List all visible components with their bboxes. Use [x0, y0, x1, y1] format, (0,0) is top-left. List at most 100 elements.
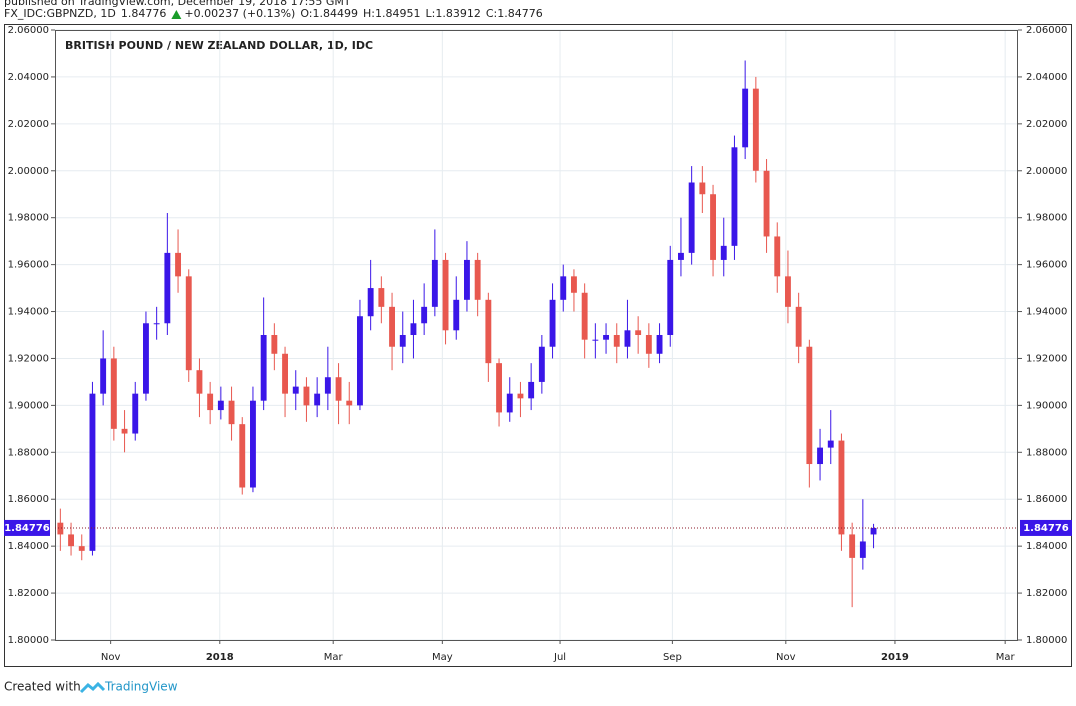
candle-body	[763, 170, 770, 237]
y-tick-label: 1.98000	[8, 213, 49, 224]
y-tick-label: 2.02000	[8, 119, 49, 130]
candle-body	[538, 346, 545, 382]
y-tick-label: 2.06000	[8, 25, 49, 36]
candle-body	[464, 259, 470, 300]
candle-body	[474, 259, 481, 300]
candle-body	[613, 335, 620, 347]
y-tick-label: 1.84000	[8, 541, 49, 552]
candle-body	[752, 88, 759, 171]
y-tick-label: 2.02000	[1026, 119, 1067, 130]
candle-body	[720, 245, 727, 260]
candle-body	[549, 299, 556, 347]
candle-body	[795, 306, 802, 347]
candle-body	[699, 182, 706, 195]
published-note: published on TradingView.com, December 1…	[4, 0, 351, 8]
candle-body	[207, 393, 214, 411]
y-tick-label: 2.00000	[1026, 166, 1067, 177]
candle-body	[431, 259, 438, 307]
y-tick-label: 1.86000	[8, 494, 49, 505]
footer: Created with	[4, 680, 81, 694]
candle-body	[453, 299, 460, 331]
candle-body	[399, 335, 406, 347]
x-tick-label: Jul	[553, 652, 566, 663]
y-tick-label: 1.92000	[8, 353, 49, 364]
y-tick-label: 1.90000	[8, 400, 49, 411]
candle-body	[282, 353, 288, 394]
candle-body	[250, 400, 256, 488]
candle-body	[314, 393, 321, 406]
candle-body	[143, 323, 149, 394]
ohlc-label: L:	[425, 7, 435, 20]
y-tick-label: 1.88000	[1026, 447, 1067, 458]
candle-body	[378, 288, 385, 307]
candle-body	[410, 323, 417, 335]
y-tick-label: 1.88000	[8, 447, 49, 458]
y-tick-label: 2.04000	[1026, 72, 1067, 83]
last-price: 1.84776	[121, 7, 167, 20]
candle-body	[774, 236, 781, 277]
y-tick-label: 2.04000	[8, 72, 49, 83]
candle-body	[324, 377, 331, 394]
candle-body	[335, 377, 342, 401]
candle-body	[132, 393, 139, 434]
x-tick-label: 2019	[881, 652, 909, 663]
candle-body	[346, 400, 353, 406]
up-arrow	[171, 10, 182, 19]
y-tick-label: 2.00000	[8, 166, 49, 177]
candle-body	[742, 88, 749, 148]
candle-body	[656, 335, 663, 354]
candle-body	[849, 534, 856, 558]
price-tag	[4, 519, 50, 536]
candle-body	[185, 276, 192, 371]
y-tick-label: 1.90000	[1026, 400, 1067, 411]
candle-body	[57, 522, 64, 535]
ohlc-label: C:	[486, 7, 497, 20]
candle-body	[389, 306, 395, 347]
brand[interactable]: TradingView	[104, 680, 178, 694]
candle-body	[603, 335, 609, 340]
candle-body	[817, 447, 823, 465]
candle-body	[153, 323, 160, 325]
x-tick-label: Sep	[663, 652, 682, 663]
y-tick-label: 1.84000	[1026, 541, 1067, 552]
candle-body	[421, 306, 428, 324]
y-tick-label: 1.96000	[8, 260, 49, 271]
candle-body	[731, 147, 738, 246]
candle-body	[517, 393, 524, 399]
y-tick-label: 1.98000	[1026, 213, 1067, 224]
y-tick-label: 1.92000	[1026, 353, 1067, 364]
candle-body	[496, 363, 502, 413]
candle-body	[645, 335, 652, 354]
candle-body	[592, 339, 599, 341]
candle-body	[175, 252, 181, 277]
y-tick-label: 1.80000	[8, 635, 49, 646]
candle-body	[827, 440, 834, 448]
y-tick-label: 1.94000	[8, 307, 49, 318]
x-tick-label: 2018	[206, 652, 234, 663]
candle-body	[581, 292, 588, 340]
candle-body	[196, 370, 203, 394]
header: FX_IDC:GBPNZD, 1D 1.84776 +0.00237 (+0.13%…	[4, 7, 543, 20]
candle-body	[838, 440, 845, 535]
y-tick-label: 2.06000	[1026, 25, 1067, 36]
candle-body	[859, 541, 866, 558]
candle-body	[870, 527, 877, 535]
candle-body	[785, 276, 791, 307]
candle-body	[485, 299, 492, 364]
ohlc-value: 1.83912	[435, 7, 481, 20]
x-tick-label: May	[432, 652, 453, 663]
candle-body	[121, 428, 128, 434]
y-tick-label: 1.94000	[1026, 307, 1067, 318]
candle-body	[442, 259, 449, 331]
candle-body	[260, 335, 267, 401]
candle-body	[506, 393, 513, 413]
candle-body	[89, 393, 96, 551]
candle-body	[667, 259, 674, 335]
ohlc-label: H:	[363, 7, 375, 20]
x-tick-label: Nov	[776, 652, 796, 663]
candle-body	[239, 424, 246, 488]
y-tick-label: 1.96000	[1026, 260, 1067, 271]
candle-body	[271, 335, 278, 354]
candle-body	[228, 400, 235, 425]
x-tick-label: Mar	[324, 652, 344, 663]
